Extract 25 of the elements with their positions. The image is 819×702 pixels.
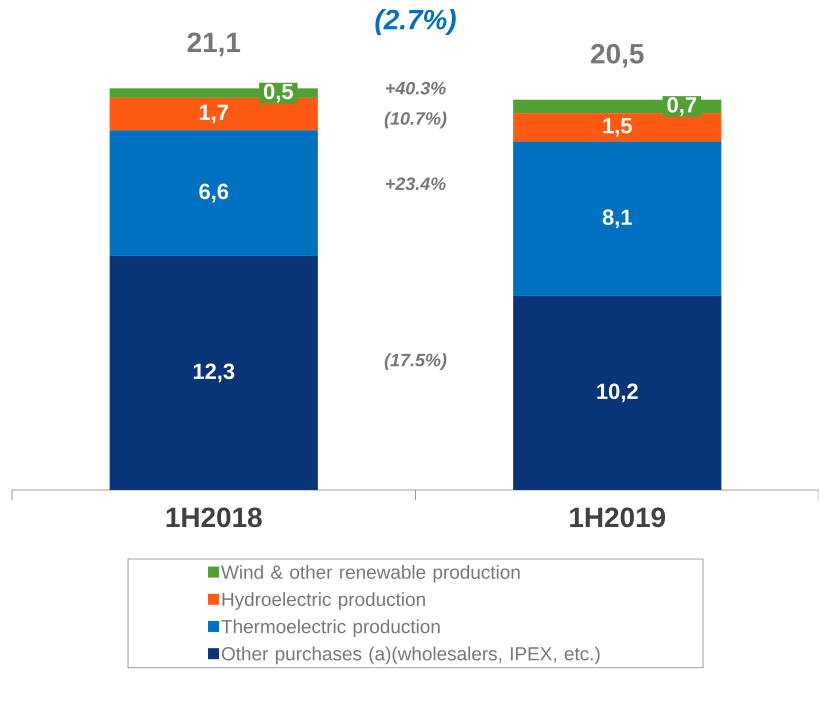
data-label: 1,7: [200, 104, 228, 124]
total-label: 20,5: [591, 44, 644, 68]
data-label: 0,7: [667, 97, 696, 116]
x-tick-label: 1H2018: [166, 508, 262, 528]
annotation: +23.4%: [386, 177, 446, 190]
text: (2.7%): [375, 9, 456, 36]
data-label: 0,5: [264, 84, 293, 102]
bar: [110, 256, 318, 490]
legend-label: Hydroelectric production: [222, 592, 425, 610]
bar: [513, 142, 722, 296]
total-label: 21,1: [188, 32, 240, 56]
annotation: +40.3%: [386, 82, 446, 95]
data-label: 1,5: [603, 118, 632, 137]
legend-label: Other purchases (a)(wholesalers, IPEX, etc.): [222, 646, 600, 664]
data-label: 12,3: [194, 364, 234, 382]
data-label: 6,6: [199, 184, 228, 202]
x-tick-label: 1H2019: [570, 508, 666, 528]
legend-label: Thermoelectric production: [221, 619, 440, 638]
bar: [513, 296, 722, 490]
bar: [110, 130, 318, 256]
annotation: (17.5%): [384, 353, 446, 370]
data-label: 8,1: [602, 209, 632, 228]
annotation: (10.7%): [384, 112, 446, 128]
data-label: 10,2: [597, 384, 638, 402]
legend-label: Wind & other renewable production: [221, 564, 520, 583]
